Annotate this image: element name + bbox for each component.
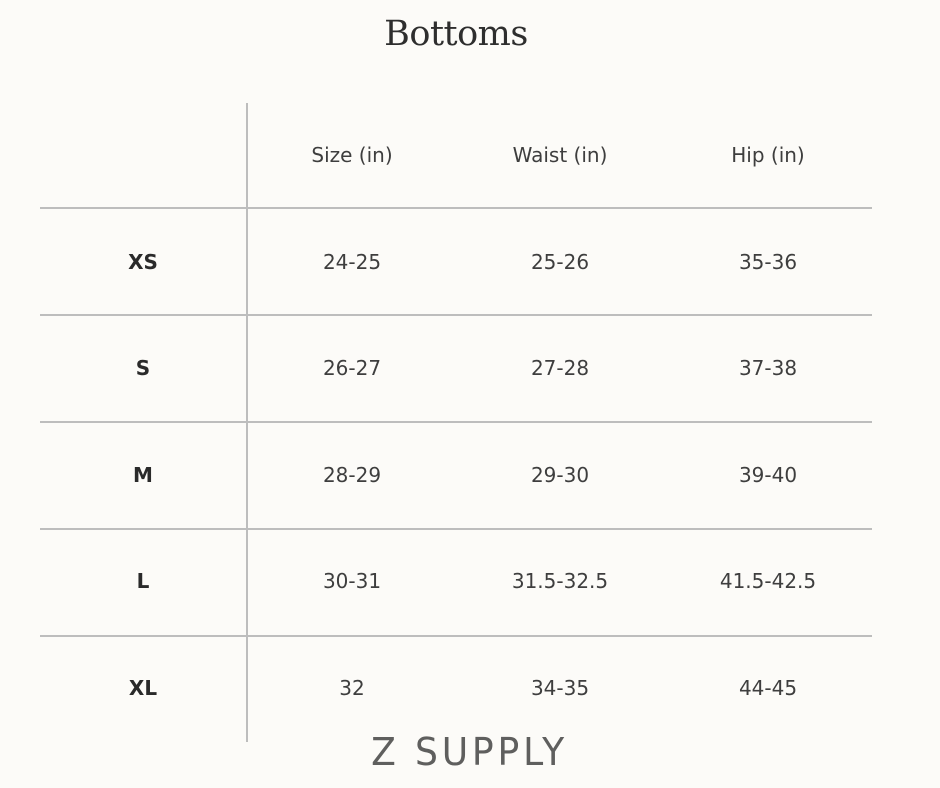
cell-hip: 39-40: [738, 463, 798, 487]
cell-waist: 31.5-32.5: [511, 569, 609, 593]
row-divider: [40, 635, 872, 637]
cell-hip: 37-38: [738, 356, 798, 380]
cell-waist: 34-35: [530, 676, 590, 700]
cell-waist: 27-28: [530, 356, 590, 380]
cell-hip: 44-45: [738, 676, 798, 700]
cell-size: 24-25: [322, 250, 382, 274]
cell-size: 28-29: [322, 463, 382, 487]
row-divider: [40, 421, 872, 423]
page-title: Bottoms: [384, 14, 528, 54]
cell-size: 26-27: [322, 356, 382, 380]
cell-hip: 41.5-42.5: [719, 569, 817, 593]
cell-label: S: [135, 356, 151, 380]
cell-hip: 35-36: [738, 250, 798, 274]
row-divider: [40, 528, 872, 530]
header-hip: Hip (in): [731, 143, 805, 167]
cell-size: 32: [339, 676, 365, 700]
cell-label: XS: [128, 250, 158, 274]
header-waist: Waist (in): [512, 143, 608, 167]
brand-logo: Z SUPPLY: [371, 730, 569, 774]
row-divider: [40, 207, 872, 209]
cell-waist: 25-26: [530, 250, 590, 274]
cell-label: M: [133, 463, 153, 487]
cell-waist: 29-30: [530, 463, 590, 487]
cell-label: L: [136, 569, 150, 593]
cell-label: XL: [128, 676, 158, 700]
row-divider: [40, 314, 872, 316]
header-size: Size (in): [311, 143, 393, 167]
cell-size: 30-31: [322, 569, 382, 593]
